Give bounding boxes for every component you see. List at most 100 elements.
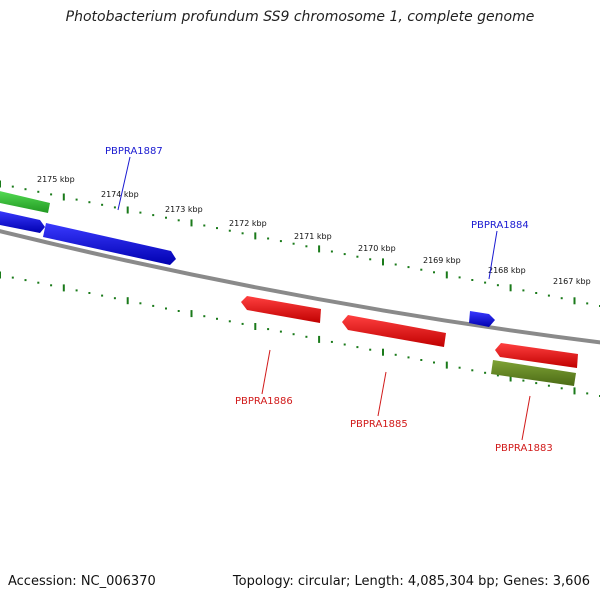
- leader-line: [117, 156, 131, 211]
- major-tick: [382, 258, 384, 266]
- major-tick: [0, 271, 1, 279]
- minor-tick: [203, 315, 206, 318]
- gene-arrow[interactable]: [43, 223, 176, 265]
- tick-label: 2175 kbp: [37, 175, 75, 184]
- minor-tick: [203, 224, 206, 227]
- minor-tick: [228, 229, 231, 232]
- leader-line: [488, 230, 498, 280]
- minor-tick: [37, 281, 40, 284]
- gene-label[interactable]: PBPRA1885: [350, 419, 408, 430]
- gene-label[interactable]: PBPRA1883: [495, 443, 553, 454]
- minor-tick: [471, 369, 474, 372]
- tick-label: 2172 kbp: [229, 219, 267, 228]
- lower-tick-track: [0, 271, 600, 397]
- major-tick: [254, 323, 257, 330]
- gene-arrow[interactable]: [241, 296, 321, 323]
- tick-labels: 2175 kbp 2174 kbp 2173 kbp 2172 kbp 2171…: [37, 175, 591, 286]
- minor-tick: [496, 374, 499, 377]
- minor-tick: [433, 271, 435, 274]
- minor-tick: [279, 240, 282, 243]
- gene-labels: PBPRA1887 PBPRA1884 PBPRA1886 PBPRA1885 …: [105, 146, 553, 454]
- minor-tick: [177, 310, 180, 312]
- minor-tick: [152, 304, 155, 307]
- minor-tick: [11, 276, 14, 279]
- minor-tick: [547, 384, 550, 387]
- major-tick: [0, 180, 1, 188]
- minor-tick: [113, 206, 116, 209]
- minor-tick: [267, 237, 270, 240]
- minor-tick: [394, 263, 397, 266]
- minor-tick: [560, 297, 563, 300]
- reverse-strand-genes: [241, 296, 578, 386]
- major-tick: [445, 271, 448, 279]
- major-tick: [190, 219, 193, 227]
- minor-tick: [560, 387, 563, 390]
- major-tick: [382, 348, 384, 356]
- minor-tick: [241, 232, 244, 235]
- gene-arrow[interactable]: [491, 360, 576, 386]
- minor-tick: [484, 281, 487, 284]
- minor-tick: [586, 302, 589, 305]
- leader-lines: [117, 156, 531, 441]
- chromosome-backbone: [0, 229, 600, 345]
- major-tick: [573, 387, 576, 395]
- major-tick: [509, 374, 512, 382]
- minor-tick: [152, 214, 155, 217]
- tick-label: 2174 kbp: [101, 190, 139, 199]
- minor-tick: [420, 359, 423, 361]
- gene-arrow[interactable]: [495, 343, 578, 368]
- major-tick: [573, 297, 576, 305]
- minor-tick: [305, 335, 308, 338]
- major-tick: [126, 297, 129, 305]
- tick-label: 2173 kbp: [165, 205, 203, 214]
- minor-tick: [330, 340, 333, 343]
- gene-label[interactable]: PBPRA1886: [235, 396, 293, 407]
- minor-tick: [165, 216, 167, 219]
- gene-label[interactable]: PBPRA1884: [471, 220, 529, 231]
- gene-arrow[interactable]: [0, 210, 45, 233]
- map-title: Photobacterium profundum SS9 chromosome …: [65, 9, 535, 25]
- minor-tick: [458, 276, 461, 279]
- minor-tick: [522, 289, 525, 292]
- minor-tick: [343, 253, 346, 256]
- minor-tick: [279, 330, 282, 333]
- major-tick: [509, 284, 512, 292]
- upper-tick-track: [0, 180, 600, 307]
- gene-arrow[interactable]: [469, 311, 495, 327]
- minor-tick: [267, 328, 270, 331]
- minor-tick: [216, 317, 218, 320]
- minor-tick: [586, 392, 589, 395]
- gene-arrow[interactable]: [0, 190, 50, 213]
- major-tick: [254, 232, 257, 240]
- minor-tick: [216, 227, 218, 230]
- gene-arrow[interactable]: [342, 315, 446, 347]
- minor-tick: [50, 193, 53, 196]
- tick-label: 2167 kbp: [553, 277, 591, 286]
- leader-line: [261, 349, 271, 395]
- minor-tick: [496, 284, 499, 287]
- major-tick: [318, 245, 321, 253]
- minor-tick: [305, 245, 308, 248]
- minor-tick: [535, 292, 538, 294]
- minor-tick: [547, 294, 550, 297]
- minor-tick: [356, 346, 359, 349]
- gene-label[interactable]: PBPRA1887: [105, 146, 163, 157]
- major-tick: [445, 361, 448, 369]
- forward-strand-genes: [0, 190, 495, 327]
- accession-text: Accession: NC_006370: [8, 574, 156, 589]
- minor-tick: [369, 348, 372, 351]
- minor-tick: [407, 266, 410, 269]
- minor-tick: [37, 190, 40, 193]
- minor-tick: [458, 366, 461, 369]
- minor-tick: [139, 211, 142, 214]
- minor-tick: [292, 333, 295, 336]
- minor-tick: [420, 268, 423, 271]
- minor-tick: [292, 242, 295, 245]
- minor-tick: [88, 292, 91, 294]
- minor-tick: [50, 284, 53, 287]
- minor-tick: [177, 219, 180, 222]
- minor-tick: [369, 258, 372, 261]
- minor-tick: [535, 382, 538, 385]
- tick-label: 2171 kbp: [294, 232, 332, 241]
- tick-label: 2170 kbp: [358, 244, 396, 253]
